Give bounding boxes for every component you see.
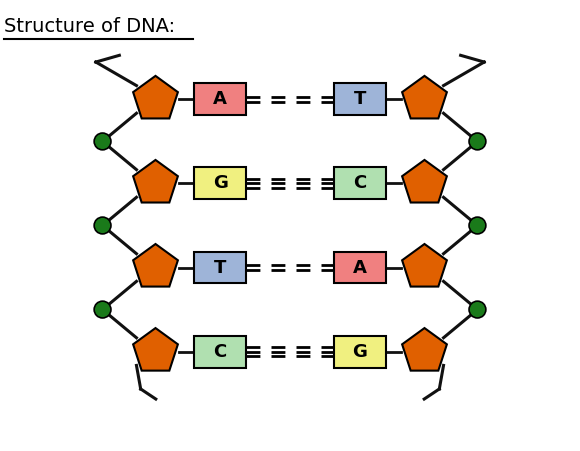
Text: G: G bbox=[213, 175, 228, 193]
FancyBboxPatch shape bbox=[194, 252, 246, 284]
Text: T: T bbox=[214, 258, 226, 276]
Text: G: G bbox=[352, 343, 367, 361]
Polygon shape bbox=[402, 244, 447, 286]
Polygon shape bbox=[402, 328, 447, 371]
FancyBboxPatch shape bbox=[194, 167, 246, 199]
Polygon shape bbox=[133, 160, 178, 202]
Polygon shape bbox=[133, 76, 178, 119]
Text: T: T bbox=[354, 90, 366, 108]
Polygon shape bbox=[402, 76, 447, 119]
Polygon shape bbox=[402, 160, 447, 202]
Text: A: A bbox=[353, 258, 367, 276]
FancyBboxPatch shape bbox=[334, 252, 386, 284]
Circle shape bbox=[469, 301, 486, 318]
Circle shape bbox=[94, 217, 111, 234]
FancyBboxPatch shape bbox=[334, 167, 386, 199]
FancyBboxPatch shape bbox=[334, 336, 386, 368]
Text: C: C bbox=[213, 343, 227, 361]
Polygon shape bbox=[133, 328, 178, 371]
FancyBboxPatch shape bbox=[194, 336, 246, 368]
Circle shape bbox=[94, 301, 111, 318]
Text: C: C bbox=[353, 175, 367, 193]
Circle shape bbox=[94, 133, 111, 150]
Circle shape bbox=[469, 133, 486, 150]
Text: A: A bbox=[213, 90, 227, 108]
Circle shape bbox=[469, 217, 486, 234]
FancyBboxPatch shape bbox=[194, 83, 246, 115]
Polygon shape bbox=[133, 244, 178, 286]
Text: Structure of DNA:: Structure of DNA: bbox=[4, 18, 175, 37]
FancyBboxPatch shape bbox=[334, 83, 386, 115]
